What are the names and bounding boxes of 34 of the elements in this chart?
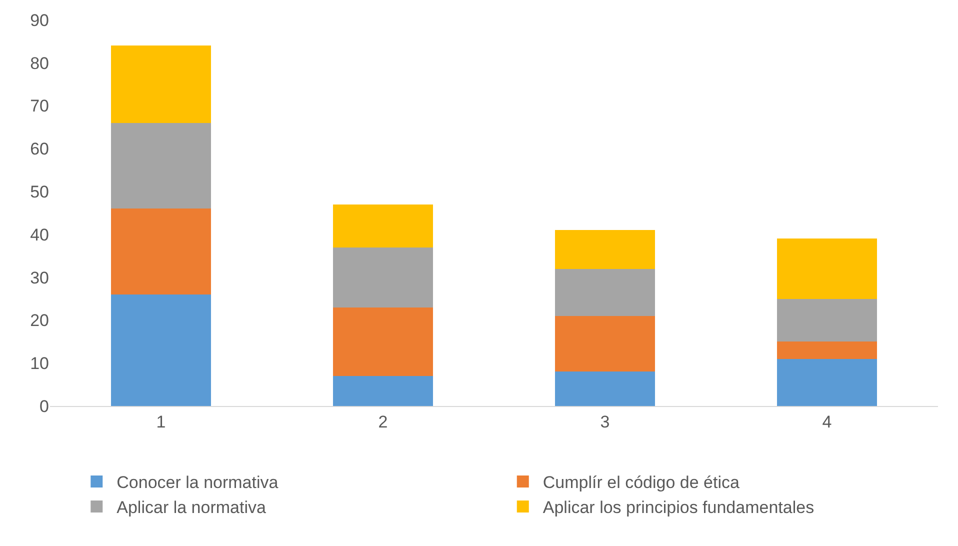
y-tick-label: 20 bbox=[30, 311, 49, 330]
x-tick-label: 2 bbox=[378, 412, 388, 432]
bar bbox=[333, 307, 433, 376]
y-tick-label: 90 bbox=[30, 10, 49, 30]
legend-label: Cumplír el código de ética bbox=[542, 473, 740, 492]
y-tick-label: 40 bbox=[30, 225, 49, 244]
bar bbox=[555, 316, 655, 372]
bar bbox=[777, 298, 877, 342]
bar bbox=[111, 208, 211, 294]
bar bbox=[777, 358, 877, 406]
bar bbox=[555, 372, 655, 406]
y-tick-label: 50 bbox=[30, 182, 49, 202]
y-tick-label: 0 bbox=[40, 396, 49, 416]
bar bbox=[333, 376, 433, 406]
bar bbox=[333, 247, 433, 308]
bar bbox=[777, 238, 877, 299]
y-tick-label: 60 bbox=[30, 140, 49, 159]
bar bbox=[555, 268, 655, 316]
bar bbox=[777, 342, 877, 359]
bar bbox=[111, 294, 211, 406]
x-tick-label: 3 bbox=[600, 412, 610, 432]
y-tick-label: 80 bbox=[30, 54, 49, 73]
x-tick-label: 4 bbox=[822, 412, 832, 432]
y-tick-label: 70 bbox=[30, 96, 49, 116]
x-tick-label: 1 bbox=[156, 412, 166, 432]
bar bbox=[333, 204, 433, 248]
legend-label: Aplicar la normativa bbox=[116, 498, 266, 518]
y-tick-label: 30 bbox=[30, 268, 49, 288]
y-tick-label: 10 bbox=[30, 354, 49, 374]
legend-label: Conocer la normativa bbox=[116, 473, 279, 492]
bar bbox=[555, 230, 655, 269]
bar bbox=[111, 46, 211, 123]
legend-label: Aplicar los principios fundamentales bbox=[542, 498, 814, 518]
bar bbox=[111, 122, 211, 209]
